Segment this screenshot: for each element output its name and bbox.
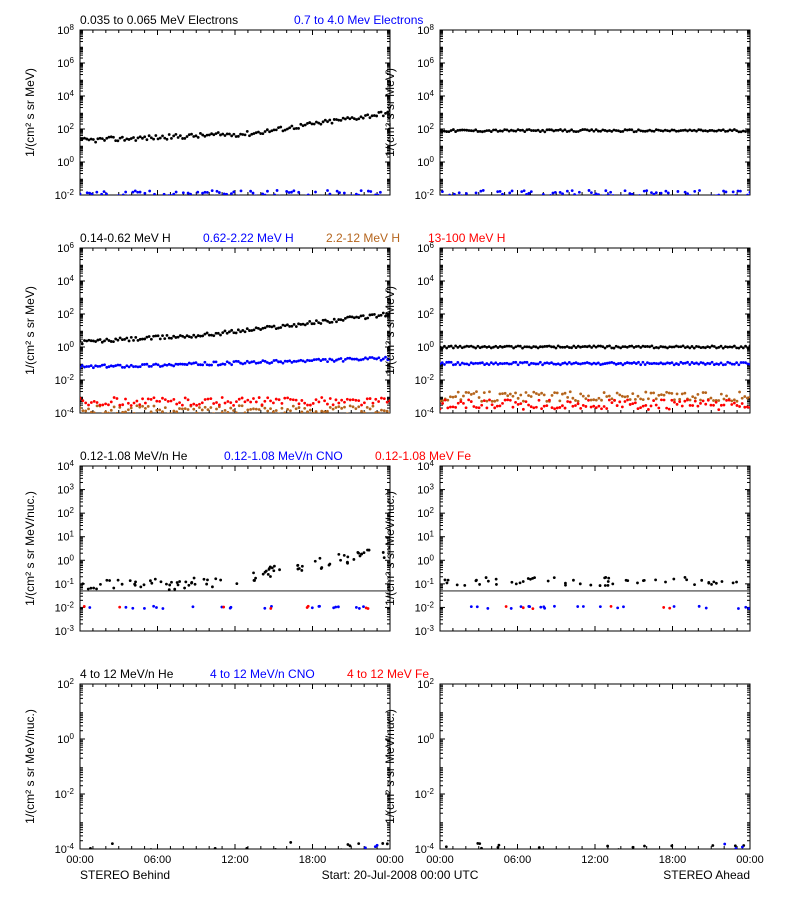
svg-text:100: 100 — [417, 340, 434, 355]
footer-right: STEREO Ahead — [663, 868, 750, 882]
svg-text:10-1: 10-1 — [55, 576, 75, 591]
svg-text:4 to 12 MeV/n He: 4 to 12 MeV/n He — [80, 667, 174, 681]
svg-text:102: 102 — [57, 122, 74, 137]
svg-text:10-4: 10-4 — [415, 406, 435, 421]
svg-text:1/(cm² s sr MeV): 1/(cm² s sr MeV) — [23, 286, 37, 375]
svg-text:103: 103 — [57, 482, 74, 497]
svg-text:10-3: 10-3 — [55, 624, 75, 639]
svg-text:102: 102 — [417, 307, 434, 322]
svg-text:100: 100 — [57, 155, 74, 170]
svg-text:4 to 12 MeV/n CNO: 4 to 12 MeV/n CNO — [210, 667, 315, 681]
svg-text:12:00: 12:00 — [221, 854, 249, 866]
svg-text:1/(cm² s sr MeV/nuc.): 1/(cm² s sr MeV/nuc.) — [383, 709, 397, 824]
svg-text:10-2: 10-2 — [415, 188, 435, 203]
svg-text:104: 104 — [417, 89, 434, 104]
svg-text:102: 102 — [417, 506, 434, 521]
svg-text:0.12-1.08 MeV Fe: 0.12-1.08 MeV Fe — [375, 449, 471, 463]
svg-text:1/(cm² s sr MeV/nuc.): 1/(cm² s sr MeV/nuc.) — [23, 709, 37, 824]
svg-text:10-2: 10-2 — [55, 373, 75, 388]
svg-text:10-2: 10-2 — [55, 787, 75, 802]
svg-text:0.035 to 0.065 MeV Electrons: 0.035 to 0.065 MeV Electrons — [80, 13, 238, 27]
footer-center: Start: 20-Jul-2008 00:00 UTC — [322, 868, 479, 882]
svg-text:10-1: 10-1 — [415, 576, 435, 591]
svg-text:1/(cm² s sr MeV/nuc.): 1/(cm² s sr MeV/nuc.) — [23, 491, 37, 606]
svg-text:104: 104 — [417, 274, 434, 289]
svg-text:10-2: 10-2 — [415, 787, 435, 802]
svg-text:13-100 MeV H: 13-100 MeV H — [428, 231, 505, 245]
svg-text:4 to 12 MeV Fe: 4 to 12 MeV Fe — [347, 667, 429, 681]
svg-text:1/(cm² s sr MeV): 1/(cm² s sr MeV) — [23, 68, 37, 157]
svg-text:1/(cm² s sr MeV): 1/(cm² s sr MeV) — [383, 286, 397, 375]
svg-text:1/(cm² s sr MeV/nuc.): 1/(cm² s sr MeV/nuc.) — [383, 491, 397, 606]
svg-text:100: 100 — [417, 155, 434, 170]
svg-text:06:00: 06:00 — [504, 854, 532, 866]
svg-text:10-2: 10-2 — [415, 600, 435, 615]
plot-svg: 10-2 100 102 104 106 108 1/(cm² s sr MeV) 10-2 1… — [0, 0, 800, 900]
svg-text:100: 100 — [57, 732, 74, 747]
svg-text:106: 106 — [57, 56, 74, 71]
chart-grid: 10-2 100 102 104 106 108 1/(cm² s sr MeV) 10-2 1… — [0, 0, 800, 900]
svg-text:100: 100 — [417, 732, 434, 747]
svg-text:101: 101 — [57, 529, 74, 544]
svg-text:0.7 to 4.0 Mev Electrons: 0.7 to 4.0 Mev Electrons — [294, 13, 423, 27]
svg-text:0.12-1.08 MeV/n He: 0.12-1.08 MeV/n He — [80, 449, 188, 463]
svg-text:104: 104 — [57, 89, 74, 104]
svg-text:00:00: 00:00 — [376, 854, 404, 866]
svg-text:10-4: 10-4 — [55, 406, 75, 421]
svg-text:100: 100 — [57, 340, 74, 355]
svg-text:102: 102 — [57, 307, 74, 322]
svg-text:00:00: 00:00 — [426, 854, 454, 866]
svg-text:2.2-12 MeV H: 2.2-12 MeV H — [326, 231, 400, 245]
svg-text:100: 100 — [57, 553, 74, 568]
svg-text:18:00: 18:00 — [659, 854, 687, 866]
svg-text:12:00: 12:00 — [581, 854, 609, 866]
svg-text:101: 101 — [417, 529, 434, 544]
svg-text:10-2: 10-2 — [415, 373, 435, 388]
svg-text:10-3: 10-3 — [415, 624, 435, 639]
svg-text:18:00: 18:00 — [299, 854, 327, 866]
svg-text:00:00: 00:00 — [66, 854, 94, 866]
svg-text:104: 104 — [57, 459, 74, 474]
svg-text:104: 104 — [57, 274, 74, 289]
svg-text:102: 102 — [417, 122, 434, 137]
svg-text:0.12-1.08 MeV/n CNO: 0.12-1.08 MeV/n CNO — [224, 449, 343, 463]
svg-text:00:00: 00:00 — [736, 854, 764, 866]
svg-text:106: 106 — [57, 241, 74, 256]
svg-text:10-2: 10-2 — [55, 600, 75, 615]
svg-text:1/(cm² s sr MeV): 1/(cm² s sr MeV) — [383, 68, 397, 157]
svg-text:106: 106 — [417, 56, 434, 71]
svg-text:0.14-0.62 MeV H: 0.14-0.62 MeV H — [80, 231, 171, 245]
footer-left: STEREO Behind — [80, 868, 170, 882]
svg-text:06:00: 06:00 — [144, 854, 172, 866]
svg-text:102: 102 — [57, 506, 74, 521]
svg-text:103: 103 — [417, 482, 434, 497]
svg-text:108: 108 — [57, 23, 74, 38]
svg-text:100: 100 — [417, 553, 434, 568]
svg-text:0.62-2.22 MeV H: 0.62-2.22 MeV H — [203, 231, 294, 245]
svg-text:10-2: 10-2 — [55, 188, 75, 203]
svg-text:102: 102 — [57, 677, 74, 692]
